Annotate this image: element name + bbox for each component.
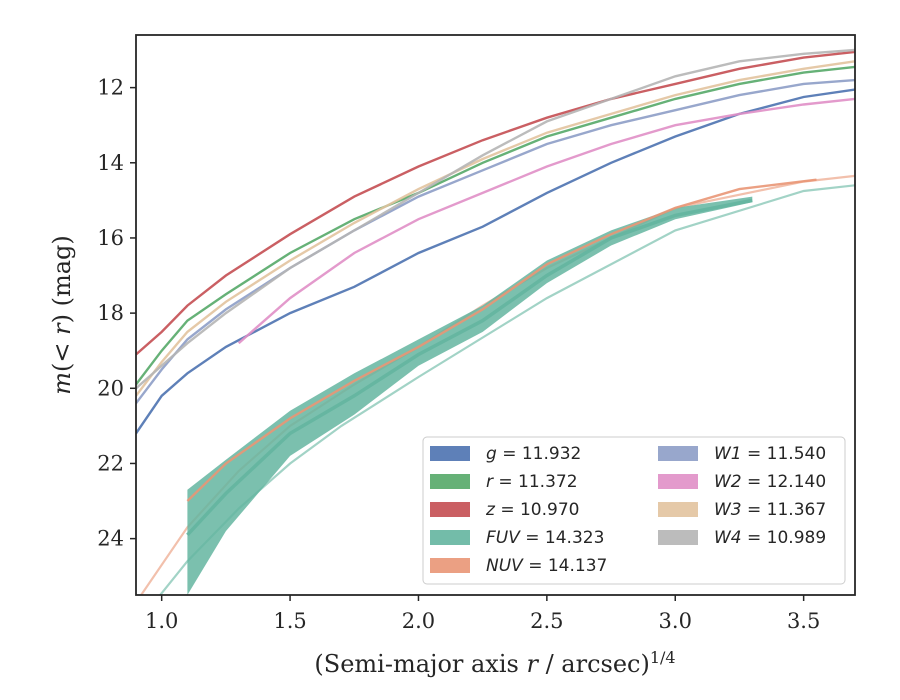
legend-entry-r: r = 11.372 xyxy=(430,472,578,492)
series-g-line xyxy=(136,88,855,435)
series-w4-line xyxy=(136,48,855,390)
legend-label: W3 = 11.367 xyxy=(714,500,826,520)
legend-entry-nuv: NUV = 14.137 xyxy=(430,556,607,576)
legend-box xyxy=(422,436,846,585)
legend-label: z = 10.970 xyxy=(485,500,579,520)
x-tick-label: 3.5 xyxy=(787,609,820,633)
y-tick-label: 16 xyxy=(97,226,124,250)
y-tick-label: 24 xyxy=(97,527,124,551)
x-tick-label: 1.5 xyxy=(273,609,306,633)
y-axis-label: m(< r) (mag) xyxy=(48,235,76,395)
series-w2-line xyxy=(237,97,855,345)
y-tick-label: 12 xyxy=(97,76,124,100)
legend-entry-w1: W1 = 11.540 xyxy=(658,444,826,464)
legend-entry-w2: W2 = 12.140 xyxy=(658,472,826,492)
x-tick-label: 3.0 xyxy=(659,609,692,633)
legend-label: r = 11.372 xyxy=(486,472,578,492)
legend-entry-w3: W3 = 11.367 xyxy=(658,500,826,520)
legend-swatch xyxy=(430,446,470,461)
series-nuv-line xyxy=(186,178,817,502)
plot-area xyxy=(136,48,855,595)
y-tick-label: 14 xyxy=(97,151,124,175)
legend-label: W4 = 10.989 xyxy=(714,528,826,548)
legend-swatch xyxy=(658,530,698,545)
legend-label: W2 = 12.140 xyxy=(714,472,826,492)
legend-entry-g: g = 11.932 xyxy=(430,444,581,464)
y-tick-label: 18 xyxy=(97,301,124,325)
legend-entry-fuv: FUV = 14.323 xyxy=(430,528,604,548)
plot-frame xyxy=(135,34,856,596)
x-tick-label: 2.5 xyxy=(530,609,563,633)
axis-ticks: 1.0 1.5 2.0 2.5 3.0 3.5 12 14 16 18 20 22 24 xyxy=(97,76,820,633)
legend-label: W1 = 11.540 xyxy=(714,444,826,464)
series-fuv-line xyxy=(186,198,753,537)
legend-swatch xyxy=(658,502,698,517)
legend-swatch xyxy=(430,530,470,545)
legend-entry-z: z = 10.970 xyxy=(430,500,579,520)
series-z-line xyxy=(136,50,855,356)
series-r-line xyxy=(136,65,855,386)
x-axis-label: (Semi-major axis r / arcsec)1/4 xyxy=(314,648,675,679)
legend-label: g = 11.932 xyxy=(486,444,581,464)
legend: g = 11.932 r = 11.372 z = 10.970 FUV = 14.3… xyxy=(422,436,846,585)
legend-label: NUV = 14.137 xyxy=(486,556,607,576)
legend-swatch xyxy=(430,474,470,489)
x-tick-label: 1.0 xyxy=(145,609,178,633)
legend-label: FUV = 14.323 xyxy=(486,528,604,548)
legend-swatch xyxy=(658,446,698,461)
x-tick-label: 2.0 xyxy=(402,609,435,633)
y-tick-label: 22 xyxy=(97,451,124,475)
legend-swatch xyxy=(658,474,698,489)
legend-swatch xyxy=(430,502,470,517)
y-tick-label: 20 xyxy=(97,376,124,400)
legend-swatch xyxy=(430,558,470,573)
series-w1-line xyxy=(136,78,855,405)
legend-entry-w4: W4 = 10.989 xyxy=(658,528,826,548)
